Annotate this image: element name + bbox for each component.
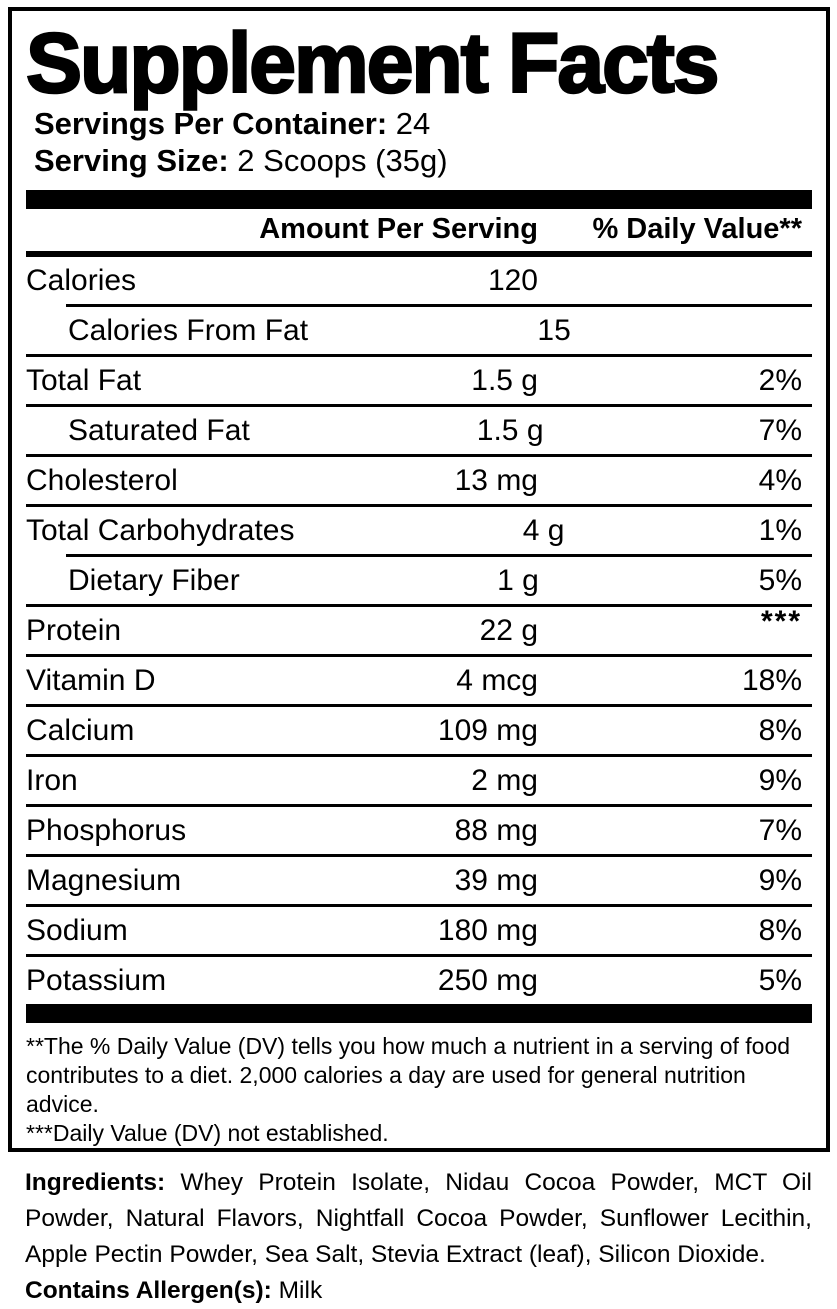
nutrient-dv: 4% xyxy=(758,463,802,497)
nutrient-label: Calories From Fat xyxy=(68,313,309,347)
nutrient-amount: 13 mg xyxy=(454,463,538,497)
row-separator xyxy=(26,454,812,457)
nutrient-amount: 1.5 g xyxy=(476,413,544,447)
servings-per-container-value: 24 xyxy=(387,106,431,141)
nutrient-dv: 5% xyxy=(758,563,802,597)
nutrient-dv: 7% xyxy=(758,813,802,847)
row-separator xyxy=(66,554,812,557)
nutrient-row-potassium: Potassium 250 mg 5% xyxy=(26,957,812,1004)
row-separator xyxy=(26,654,812,657)
nutrient-dv: *** xyxy=(760,605,802,638)
nutrient-dv: 9% xyxy=(758,863,802,897)
daily-value-footnote: **The % Daily Value (DV) tells you how m… xyxy=(26,1033,791,1117)
supplement-facts-panel: Supplement Facts Servings Per Container:… xyxy=(8,7,830,1152)
row-separator xyxy=(26,704,812,707)
nutrient-label: Iron xyxy=(26,763,78,797)
row-separator xyxy=(26,754,812,757)
nutrient-label: Magnesium xyxy=(26,863,182,897)
row-separator xyxy=(26,904,812,907)
row-separator xyxy=(26,604,812,607)
nutrient-label: Calories xyxy=(26,263,137,297)
nutrient-row-phosphorus: Phosphorus 88 mg 7% xyxy=(26,807,812,854)
row-separator xyxy=(26,804,812,807)
amount-per-serving-header: Amount Per Serving xyxy=(259,213,538,245)
nutrient-amount: 2 mg xyxy=(471,763,538,797)
nutrient-label: Total Carbohydrates xyxy=(26,513,295,547)
nutrient-label: Cholesterol xyxy=(26,463,178,497)
allergen-paragraph: Contains Allergen(s): Milk xyxy=(25,1273,812,1309)
ingredients-paragraph: Ingredients: Whey Protein Isolate, Nidau… xyxy=(25,1165,812,1273)
row-separator xyxy=(26,354,812,357)
nutrient-dv: 1% xyxy=(758,513,802,547)
nutrient-row-protein: Protein 22 g *** xyxy=(26,607,812,654)
footnotes: **The % Daily Value (DV) tells you how m… xyxy=(26,1032,812,1148)
allergen-value: Milk xyxy=(271,1277,323,1304)
nutrient-dv: 2% xyxy=(758,363,802,397)
nutrient-amount: 4 g xyxy=(522,513,565,547)
servings-per-container-label: Servings Per Container: xyxy=(34,106,388,141)
table-header: Amount Per Serving % Daily Value** xyxy=(26,211,812,257)
nutrient-amount: 15 xyxy=(537,313,571,347)
ingredients-text: Whey Protein Isolate, Nidau Cocoa Powder… xyxy=(25,1169,812,1268)
nutrient-label: Dietary Fiber xyxy=(68,563,240,597)
nutrient-row-iron: Iron 2 mg 9% xyxy=(26,757,812,804)
nutrient-row-sodium: Sodium 180 mg 8% xyxy=(26,907,812,954)
nutrient-label: Saturated Fat xyxy=(68,413,250,447)
nutrient-label: Potassium xyxy=(26,963,167,997)
serving-size-label: Serving Size: xyxy=(34,143,229,178)
nutrient-dv: 9% xyxy=(758,763,802,797)
nutrient-amount: 180 mg xyxy=(437,913,538,947)
nutrient-row-calories-from-fat: Calories From Fat 15 xyxy=(26,307,812,354)
ingredients-section: Ingredients: Whey Protein Isolate, Nidau… xyxy=(25,1165,812,1309)
servings-per-container: Servings Per Container: 24 xyxy=(34,106,812,142)
nutrient-amount: 1.5 g xyxy=(471,363,538,397)
serving-size: Serving Size: 2 Scoops (35g) xyxy=(34,143,812,179)
row-separator xyxy=(26,404,812,407)
divider-bar-top xyxy=(26,190,812,209)
nutrient-label: Calcium xyxy=(26,713,135,747)
nutrient-row-total-fat: Total Fat 1.5 g 2% xyxy=(26,357,812,404)
not-established-footnote: ***Daily Value (DV) not established. xyxy=(26,1120,389,1146)
nutrient-label: Total Fat xyxy=(26,363,142,397)
nutrient-row-saturated-fat: Saturated Fat 1.5 g 7% xyxy=(26,407,812,454)
divider-bar-bottom xyxy=(26,1004,812,1023)
nutrient-amount: 88 mg xyxy=(454,813,538,847)
serving-size-value: 2 Scoops (35g) xyxy=(228,143,448,178)
daily-value-header: % Daily Value** xyxy=(592,213,802,245)
nutrient-dv: 5% xyxy=(758,963,802,997)
ingredients-label: Ingredients: xyxy=(25,1169,166,1196)
nutrient-label: Protein xyxy=(26,613,122,647)
nutrient-dv: 8% xyxy=(758,913,802,947)
allergen-label: Contains Allergen(s): xyxy=(25,1277,272,1304)
nutrient-row-calories: Calories 120 xyxy=(26,257,812,304)
nutrient-amount: 120 xyxy=(487,263,538,297)
nutrient-dv: 7% xyxy=(758,413,802,447)
nutrient-label: Sodium xyxy=(26,913,128,947)
nutrient-dv: 18% xyxy=(741,663,802,697)
nutrient-amount: 39 mg xyxy=(454,863,538,897)
nutrient-row-cholesterol: Cholesterol 13 mg 4% xyxy=(26,457,812,504)
row-separator xyxy=(26,854,812,857)
nutrient-row-calcium: Calcium 109 mg 8% xyxy=(26,707,812,754)
nutrient-row-dietary-fiber: Dietary Fiber 1 g 5% xyxy=(26,557,812,604)
nutrient-amount: 250 mg xyxy=(437,963,538,997)
nutrient-amount: 109 mg xyxy=(437,713,538,747)
row-separator xyxy=(66,304,812,307)
nutrient-amount: 4 mcg xyxy=(456,663,538,697)
nutrient-amount: 22 g xyxy=(479,613,538,647)
row-separator xyxy=(26,504,812,507)
nutrient-amount: 1 g xyxy=(497,563,539,597)
nutrient-label: Vitamin D xyxy=(26,663,156,697)
nutrient-row-vitamin-d: Vitamin D 4 mcg 18% xyxy=(26,657,812,704)
facts-title: Supplement Facts xyxy=(25,16,721,110)
nutrient-row-total-carbohydrates: Total Carbohydrates 4 g 1% xyxy=(26,507,812,554)
nutrient-label: Phosphorus xyxy=(26,813,187,847)
row-separator xyxy=(26,954,812,957)
nutrient-row-magnesium: Magnesium 39 mg 9% xyxy=(26,857,812,904)
nutrient-dv: 8% xyxy=(758,713,802,747)
